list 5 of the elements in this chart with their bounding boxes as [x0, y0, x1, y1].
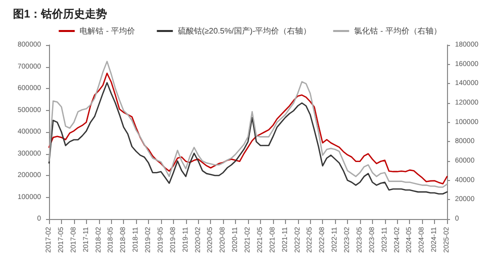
legend-label: 硫酸钴(≥20.5%/国产)-平均价（右轴）: [178, 26, 312, 36]
legend-label: 氯化钴 - 平均价（右轴）: [354, 26, 442, 36]
chart-title: 图1：钴价历史走势: [13, 8, 108, 20]
line-series: [48, 82, 448, 195]
legend-label: 电解钴 - 平均价: [80, 26, 135, 36]
